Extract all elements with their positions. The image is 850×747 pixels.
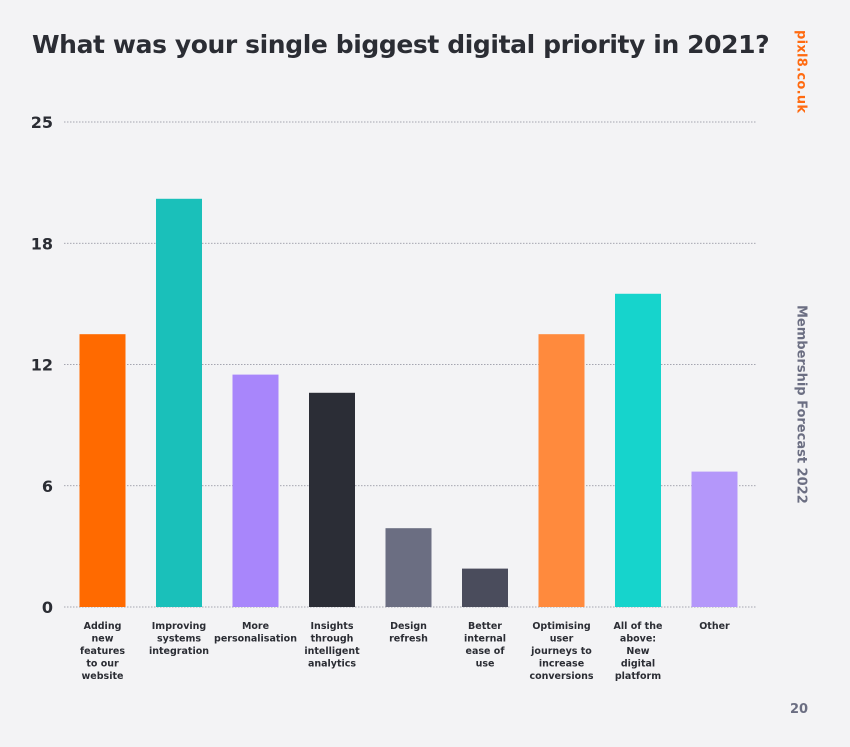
x-category-label: analytics <box>308 659 356 670</box>
x-category-label: digital <box>621 659 655 670</box>
bar <box>691 471 738 607</box>
x-category-label: ease of <box>466 646 506 657</box>
x-category-label: More <box>242 621 269 632</box>
x-category-label: intelligent <box>304 646 360 657</box>
brand-logo[interactable]: pixl8.co.uk <box>788 30 814 120</box>
x-category-label: systems <box>157 634 201 645</box>
y-tick-label: 12 <box>31 356 53 375</box>
page-number: 20 <box>790 702 809 717</box>
x-category-label: user <box>550 634 574 645</box>
x-category-label: Adding <box>84 621 122 632</box>
bars <box>79 198 738 607</box>
chart-title: What was your single biggest digital pri… <box>32 30 770 59</box>
x-category-label: internal <box>464 634 506 645</box>
x-category-label: All of the <box>614 621 663 632</box>
x-category-label: above: <box>620 634 656 645</box>
side-label: Membership Forecast 2022 <box>788 305 814 515</box>
x-category-label: features <box>80 646 125 657</box>
y-tick-label: 25 <box>31 113 53 132</box>
x-category-label: to our <box>86 659 119 670</box>
bar <box>385 528 432 607</box>
bar <box>156 198 202 607</box>
x-category-label: journeys to <box>530 646 592 657</box>
brand-text[interactable]: pixl8.co.uk <box>793 30 809 114</box>
x-category-label: personalisation <box>214 634 297 645</box>
x-category-label: New <box>626 646 649 657</box>
bar <box>309 392 355 607</box>
x-category-label: Design <box>390 621 427 632</box>
bar <box>232 374 279 607</box>
x-category-label: increase <box>539 659 584 670</box>
x-category-label: use <box>476 659 495 670</box>
x-category-label: refresh <box>389 634 428 645</box>
x-category-label: Improving <box>152 621 206 632</box>
x-category-label: integration <box>149 646 209 657</box>
bar <box>615 293 661 607</box>
x-category-label: Other <box>699 621 730 632</box>
x-category-label: Better <box>468 621 502 632</box>
y-tick-label: 0 <box>42 598 53 617</box>
side-label-text: Membership Forecast 2022 <box>793 305 809 504</box>
x-category-label: through <box>311 634 354 645</box>
bar <box>79 334 126 607</box>
x-category-label: platform <box>615 671 661 682</box>
bar <box>538 334 585 607</box>
y-axis-ticks: 0 6 12 18 25 <box>31 113 53 617</box>
x-category-label: Optimising <box>532 621 590 632</box>
y-tick-label: 6 <box>42 477 53 496</box>
y-tick-label: 18 <box>31 234 53 253</box>
x-category-label: new <box>92 634 114 645</box>
x-category-label: conversions <box>529 671 593 682</box>
bar <box>462 568 508 607</box>
x-category-label: Insights <box>311 621 354 632</box>
x-category-label: website <box>82 671 124 682</box>
